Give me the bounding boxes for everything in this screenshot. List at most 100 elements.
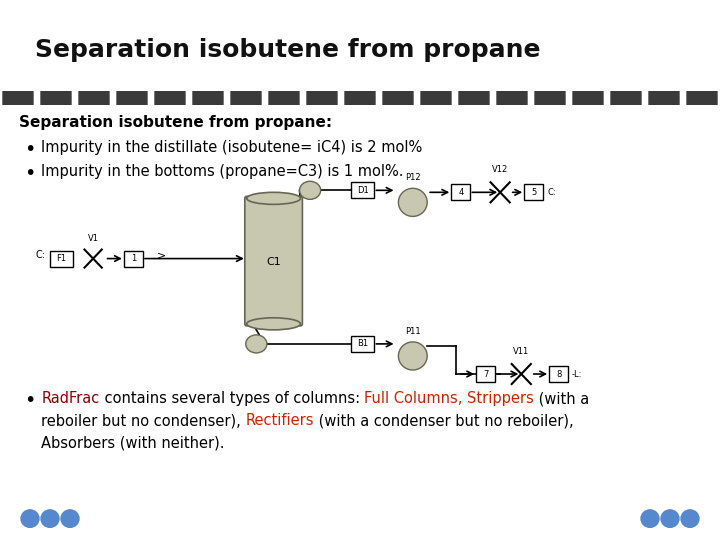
Circle shape	[117, 0, 131, 197]
Circle shape	[421, 0, 435, 197]
FancyBboxPatch shape	[549, 366, 568, 382]
Circle shape	[383, 0, 397, 197]
Circle shape	[475, 0, 489, 197]
Circle shape	[11, 0, 25, 197]
Circle shape	[57, 0, 71, 197]
Circle shape	[535, 0, 549, 197]
Circle shape	[611, 0, 625, 197]
Text: C:: C:	[547, 188, 556, 197]
Circle shape	[307, 0, 321, 197]
Ellipse shape	[398, 342, 427, 370]
Ellipse shape	[246, 335, 267, 353]
Text: D1: D1	[357, 186, 369, 195]
Ellipse shape	[398, 188, 427, 217]
Circle shape	[353, 0, 367, 197]
Circle shape	[399, 0, 413, 197]
Circle shape	[661, 510, 679, 528]
Text: •: •	[24, 391, 35, 410]
Text: •: •	[24, 140, 35, 159]
Circle shape	[665, 0, 679, 197]
Circle shape	[125, 0, 139, 197]
Circle shape	[345, 0, 359, 197]
Circle shape	[641, 510, 659, 528]
Circle shape	[315, 0, 329, 197]
Circle shape	[513, 0, 527, 197]
Circle shape	[209, 0, 223, 197]
Circle shape	[551, 0, 565, 197]
Circle shape	[581, 0, 595, 197]
Circle shape	[497, 0, 511, 197]
Text: Impurity in the bottoms (propane=C3) is 1 mol%.: Impurity in the bottoms (propane=C3) is …	[41, 164, 404, 179]
FancyBboxPatch shape	[524, 184, 544, 200]
Circle shape	[619, 0, 633, 197]
FancyBboxPatch shape	[351, 336, 374, 352]
Text: V1: V1	[88, 233, 99, 242]
Circle shape	[193, 0, 207, 197]
Text: >: >	[156, 251, 166, 261]
FancyBboxPatch shape	[245, 197, 302, 326]
Text: Impurity in the distillate (isobutene= iC4) is 2 mol%: Impurity in the distillate (isobutene= i…	[41, 140, 423, 155]
Circle shape	[41, 510, 59, 528]
Circle shape	[163, 0, 177, 197]
Text: (with a condenser but no reboiler),: (with a condenser but no reboiler),	[314, 413, 574, 428]
Circle shape	[467, 0, 481, 197]
Circle shape	[155, 0, 169, 197]
Circle shape	[391, 0, 405, 197]
Text: RadFrac: RadFrac	[41, 391, 99, 406]
Circle shape	[543, 0, 557, 197]
Text: Full Columns, Strippers: Full Columns, Strippers	[364, 391, 534, 406]
Circle shape	[505, 0, 519, 197]
FancyBboxPatch shape	[351, 183, 374, 198]
Text: F1: F1	[56, 254, 66, 263]
Text: B1: B1	[357, 340, 369, 348]
Circle shape	[589, 0, 603, 197]
Circle shape	[95, 0, 109, 197]
Text: V12: V12	[492, 165, 508, 174]
Circle shape	[459, 0, 473, 197]
Circle shape	[657, 0, 671, 197]
Circle shape	[49, 0, 63, 197]
Text: C:: C:	[35, 249, 45, 260]
Text: Absorbers (with neither).: Absorbers (with neither).	[41, 435, 225, 450]
Text: (with a: (with a	[534, 391, 589, 406]
Circle shape	[61, 510, 79, 528]
Circle shape	[87, 0, 101, 197]
Text: contains several types of columns:: contains several types of columns:	[99, 391, 364, 406]
Circle shape	[323, 0, 337, 197]
Text: P12: P12	[405, 173, 420, 183]
Circle shape	[695, 0, 709, 197]
Text: 5: 5	[531, 188, 536, 197]
Circle shape	[681, 510, 699, 528]
Text: Rectifiers: Rectifiers	[246, 413, 314, 428]
Circle shape	[429, 0, 443, 197]
Text: •: •	[24, 164, 35, 183]
Circle shape	[437, 0, 451, 197]
Circle shape	[19, 0, 33, 197]
Circle shape	[627, 0, 641, 197]
Circle shape	[247, 0, 261, 197]
FancyBboxPatch shape	[124, 251, 143, 267]
Circle shape	[41, 0, 55, 197]
Circle shape	[703, 0, 717, 197]
Circle shape	[3, 0, 17, 197]
Circle shape	[201, 0, 215, 197]
Circle shape	[573, 0, 587, 197]
Text: 4: 4	[458, 188, 464, 197]
Circle shape	[277, 0, 291, 197]
Circle shape	[231, 0, 245, 197]
Text: 7: 7	[483, 369, 488, 379]
Circle shape	[361, 0, 375, 197]
Text: V11: V11	[513, 347, 529, 356]
Text: Separation isobutene from propane: Separation isobutene from propane	[35, 38, 541, 62]
Circle shape	[239, 0, 253, 197]
Circle shape	[79, 0, 93, 197]
Text: 1: 1	[131, 254, 136, 263]
FancyBboxPatch shape	[476, 366, 495, 382]
Circle shape	[171, 0, 185, 197]
FancyBboxPatch shape	[451, 184, 470, 200]
Ellipse shape	[247, 318, 300, 330]
Text: reboiler but no condenser),: reboiler but no condenser),	[41, 413, 246, 428]
Circle shape	[133, 0, 147, 197]
Circle shape	[687, 0, 701, 197]
Circle shape	[269, 0, 283, 197]
